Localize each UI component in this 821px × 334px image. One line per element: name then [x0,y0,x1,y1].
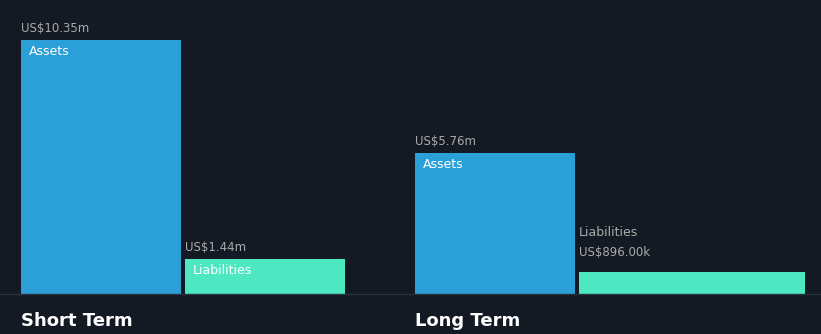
Text: Liabilities: Liabilities [579,225,638,238]
FancyBboxPatch shape [21,40,181,294]
Text: US$10.35m: US$10.35m [21,22,89,35]
Text: US$1.44m: US$1.44m [185,240,245,254]
Text: Short Term: Short Term [21,312,132,330]
FancyBboxPatch shape [415,153,575,294]
Text: Assets: Assets [423,158,463,171]
Text: US$5.76m: US$5.76m [415,135,475,148]
Text: US$896.00k: US$896.00k [579,245,650,259]
Text: Liabilities: Liabilities [193,264,252,277]
FancyBboxPatch shape [185,259,345,294]
Text: Assets: Assets [29,45,69,58]
Text: Long Term: Long Term [415,312,520,330]
FancyBboxPatch shape [579,272,805,294]
